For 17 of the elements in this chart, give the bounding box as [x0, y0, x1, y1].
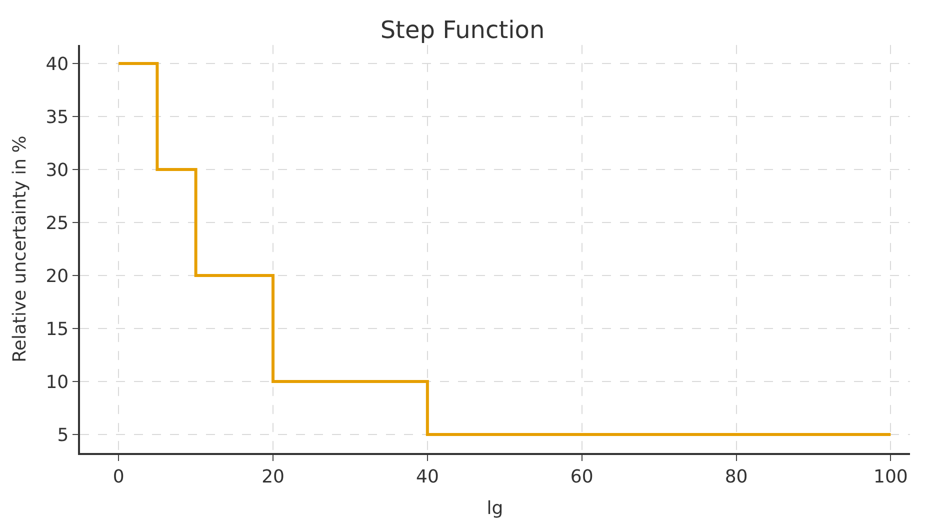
y-tick-label: 30	[46, 160, 69, 181]
x-tick-label: 80	[724, 466, 748, 488]
x-tick-label: 100	[874, 466, 908, 488]
y-tick-label: 10	[46, 372, 69, 393]
y-tick-label: 40	[46, 54, 69, 75]
x-tick-label: 0	[112, 466, 124, 488]
y-tick-label: 15	[46, 318, 69, 340]
y-tick-label: 25	[46, 212, 69, 234]
y-tick-label: 20	[46, 266, 69, 287]
x-tick-label: 40	[416, 466, 439, 488]
chart-title: Step Function	[380, 16, 545, 44]
y-axis-title: Relative uncertainty in %	[9, 136, 30, 362]
x-tick-label: 60	[570, 466, 594, 488]
y-tick-label: 35	[46, 106, 69, 128]
x-tick-label: 20	[262, 466, 284, 488]
x-axis-title: lg	[486, 498, 504, 519]
y-tick-label: 5	[57, 424, 69, 446]
